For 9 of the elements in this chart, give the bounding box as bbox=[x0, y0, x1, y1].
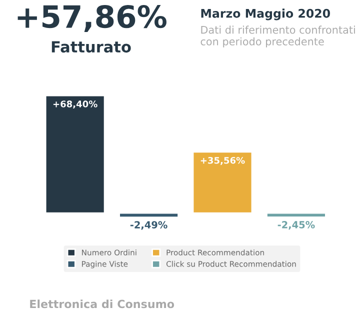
text: Elettronica di Consumo bbox=[30, 300, 174, 308]
data-label: +35,56% bbox=[200, 156, 245, 165]
data-label: -2,49% bbox=[130, 221, 168, 230]
chart-title: Marzo Maggio 2020 bbox=[201, 8, 330, 20]
data-label: -2,45% bbox=[278, 221, 315, 230]
chart-subtitle: Dati di riferimento confrontati con periodo precedente bbox=[200, 26, 355, 48]
data-label: +68,40% bbox=[53, 100, 98, 109]
text: +57,86% bbox=[18, 5, 166, 32]
text: Fatturato bbox=[52, 41, 131, 53]
